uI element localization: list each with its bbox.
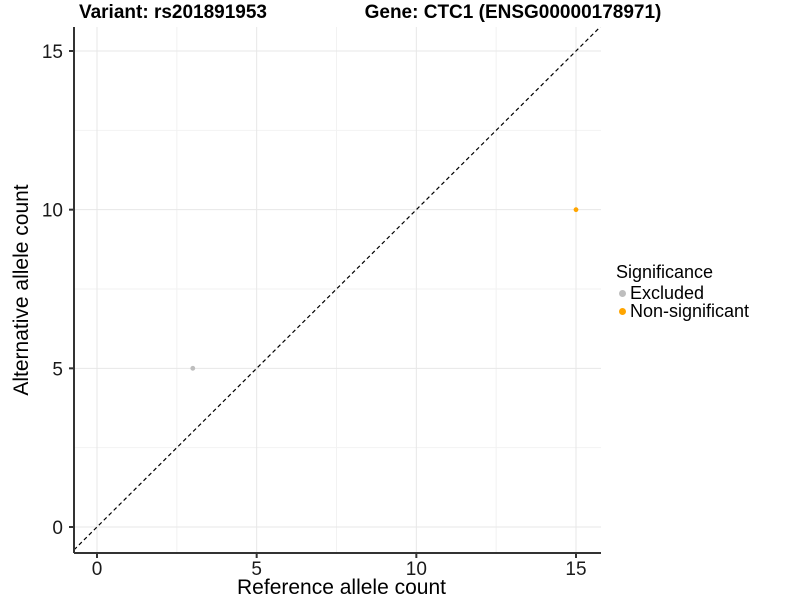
x-axis-title: Reference allele count <box>237 576 446 599</box>
x-tick-label: 10 <box>406 559 427 580</box>
y-tick-label: 5 <box>52 359 63 380</box>
axis-ticks: 0 5 10 15 0 5 10 15 <box>42 42 587 580</box>
grid-major <box>74 27 601 553</box>
legend-item-non-significant: Non-significant <box>616 302 749 320</box>
data-points <box>190 207 579 371</box>
y-tick-label: 0 <box>52 518 63 539</box>
legend-label-non-significant: Non-significant <box>630 301 750 321</box>
title-gene: Gene: CTC1 (ENSG00000178971) <box>364 2 662 23</box>
title-variant: Variant: rs201891953 <box>78 2 268 23</box>
point-non-significant <box>573 207 579 213</box>
point-excluded <box>190 365 196 371</box>
legend-label-excluded: Excluded <box>630 283 705 303</box>
grid-minor <box>74 27 601 553</box>
legend-dot-excluded <box>619 289 626 297</box>
y-tick-label: 10 <box>42 201 63 222</box>
x-tick-label: 0 <box>92 559 103 580</box>
y-tick-label: 15 <box>42 42 63 63</box>
x-tick-label: 15 <box>565 559 586 580</box>
y-axis-title: Alternative allele count <box>10 184 33 396</box>
legend: Significance Excluded Non-significant <box>616 262 749 321</box>
legend-title: Significance <box>616 262 714 282</box>
legend-dot-non-significant <box>619 307 626 315</box>
identity-line <box>74 27 601 551</box>
x-tick-label: 5 <box>251 559 262 580</box>
legend-item-excluded: Excluded <box>616 284 749 302</box>
